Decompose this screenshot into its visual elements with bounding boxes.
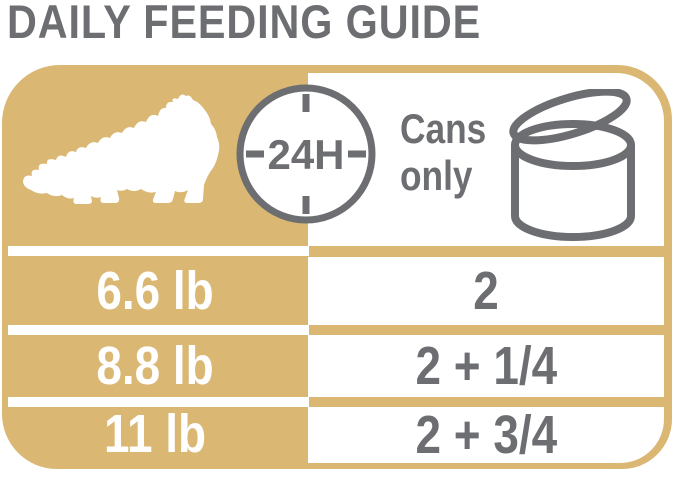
clock-24h-icon: 24H [236,84,376,224]
page-title: DAILY FEEDING GUIDE [7,0,482,48]
feeding-guide-panel: 24H Cans only 6.6 lb 8.8 lb 11 lb 2 [2,65,672,469]
row-separator [8,325,309,335]
persian-cat-icon [23,94,220,204]
weight-label: 11 lb [104,404,207,464]
table-row-weight: 6.6 lb [2,257,309,325]
amount-value: 2 [473,261,499,321]
row-separator [8,246,309,256]
table-row-weight: 8.8 lb [2,335,309,397]
cans-only-label: Cans only [400,105,487,199]
amount-value: 2 + 1/4 [415,336,557,396]
row-separator [8,397,309,407]
clock-ticks [246,94,366,214]
amount-value: 2 + 3/4 [415,405,557,465]
clock-24h-label: 24H [267,131,344,178]
weight-label: 6.6 lb [96,261,215,321]
table-row-amount: 2 + 1/4 [308,335,664,397]
table-row-amount: 2 [308,257,664,325]
open-can-icon [509,89,635,241]
table-row-amount: 2 + 3/4 [308,405,664,465]
weight-label: 8.8 lb [96,336,215,396]
table-row-weight: 11 lb [2,404,309,464]
